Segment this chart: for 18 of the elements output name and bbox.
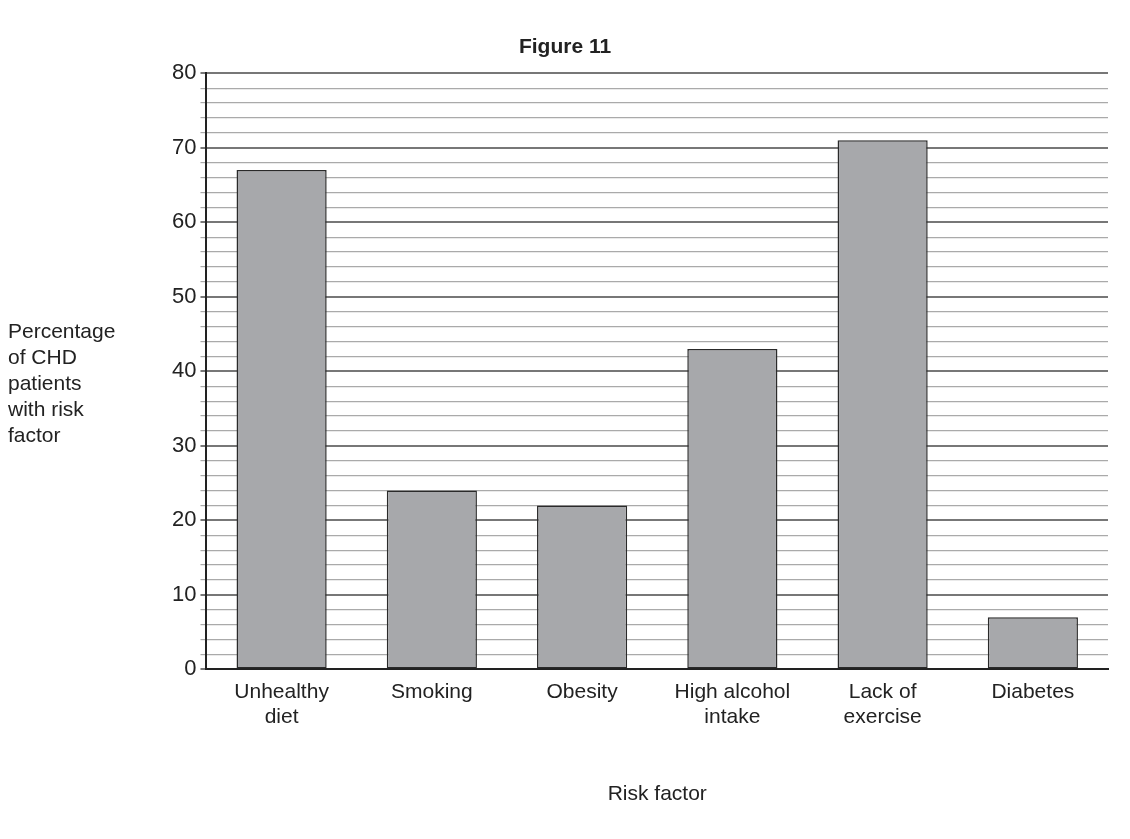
- y-tick-label: 50: [171, 282, 197, 308]
- x-axis-title: Risk factor: [607, 781, 707, 805]
- x-tick-label: Smoking: [391, 678, 473, 702]
- y-tick-label: 30: [171, 431, 197, 457]
- y-tick-label: 80: [171, 59, 197, 85]
- y-tick-label: 70: [171, 133, 197, 159]
- x-tick-label: Obesity: [546, 678, 619, 702]
- y-tick-label: 10: [171, 580, 197, 606]
- x-tick-label: Diabetes: [991, 678, 1075, 702]
- y-tick-label: 60: [171, 208, 197, 234]
- x-tick-label: High alcohol intake: [674, 678, 791, 727]
- x-tick-label: Unhealthy diet: [234, 678, 330, 727]
- x-tick-label: Lack of exercise: [843, 678, 922, 727]
- y-axis-title: Percentage of CHD patients with risk factor: [8, 318, 116, 448]
- y-tick-label: 20: [171, 506, 197, 532]
- y-tick-label: 0: [184, 655, 197, 681]
- chart-title: Figure 11: [517, 34, 613, 58]
- y-tick-label: 40: [171, 357, 197, 383]
